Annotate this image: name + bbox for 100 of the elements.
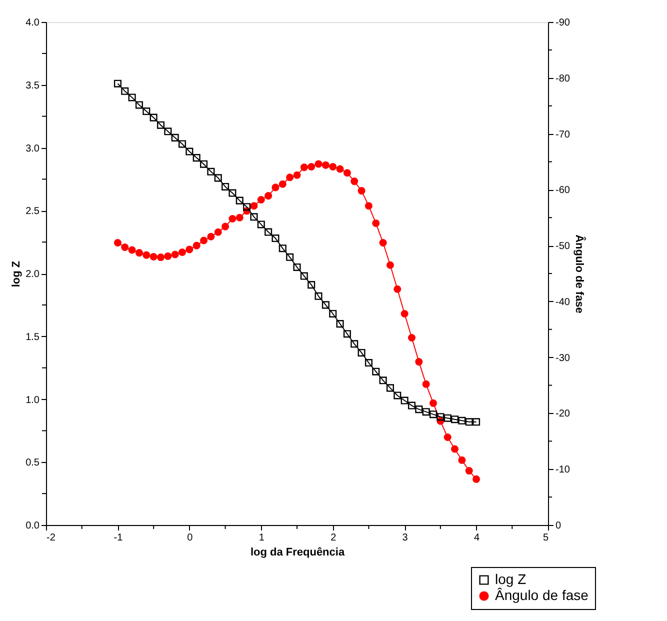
y-tick-label: 3.5 [26,80,40,92]
point [178,248,186,256]
y2-tick-label: -40 [556,296,570,308]
point [278,180,286,188]
x-tick-label: 4 [474,532,480,544]
point [156,121,165,129]
point [114,80,122,88]
point [228,214,236,222]
point [350,340,358,348]
y-tick-label: 2.5 [26,206,40,218]
point [422,380,430,388]
point [207,232,215,240]
y-tick-label: 3.0 [26,143,40,154]
point [394,392,402,400]
point [214,228,222,236]
y-tick-label: 4.0 [26,18,40,28]
point [121,87,129,95]
y2-tick-label: -80 [556,73,570,84]
x-tick-label: -2 [46,532,56,544]
point [178,140,186,148]
point [272,184,280,192]
point [386,384,394,392]
x-tick-label: 0 [187,532,194,544]
point [386,261,394,269]
y2-tick-label: 0 [556,520,562,532]
point [228,189,236,197]
point [236,214,244,222]
point [364,359,372,367]
legend-label: Ângulo de fase [495,587,589,603]
point [171,250,179,258]
y2-tick-label: -90 [556,18,570,28]
point [336,165,344,173]
point [458,456,466,464]
point [314,160,322,168]
point [300,272,308,280]
x-tick-label: -1 [114,532,124,544]
point [372,219,380,227]
point [286,253,294,261]
point [192,154,200,162]
point [322,301,330,309]
point [222,182,230,190]
point [358,348,366,356]
point [458,416,466,424]
point [300,164,308,172]
point [286,174,294,182]
y-tick-label: 0.0 [26,520,40,532]
point [336,320,344,328]
point [350,178,358,186]
point [207,168,215,176]
point [343,330,351,338]
point [472,475,480,483]
point [272,234,280,242]
point [322,161,330,169]
point [257,196,265,204]
y-tick-label: 0.5 [26,458,40,469]
y-axis-title: log Z [10,260,23,288]
point [372,368,380,376]
point [444,434,452,442]
x-tick-label: 1 [258,532,265,544]
y2-axis-title: Ângulo de fase [572,234,586,314]
y-tick-label: 1.0 [26,394,40,406]
point [135,101,143,109]
point [444,414,452,422]
point [465,467,473,475]
y2-tick-label: -70 [556,129,570,140]
point [264,228,272,236]
point [192,242,200,250]
x-tick-label: 2 [330,532,337,544]
point [150,252,158,260]
point [451,416,459,424]
point [314,292,322,300]
point [415,358,423,366]
point [200,236,208,244]
point [465,418,473,426]
point [293,171,301,179]
point [128,246,136,254]
point [472,418,480,426]
point [436,413,444,421]
point [156,254,165,262]
point [278,244,286,252]
point [257,220,265,228]
point [186,246,194,254]
x-tick-label: 3 [402,532,408,544]
point [135,249,143,257]
y2-tick-label: -50 [556,241,570,252]
point [186,148,194,156]
point [343,169,351,177]
point [429,410,438,418]
point [250,202,258,210]
point [415,406,423,414]
point [293,263,301,271]
point [379,239,387,247]
point [379,376,387,384]
point [214,174,222,182]
point [358,187,366,195]
point [394,285,402,293]
point [400,310,408,318]
point [329,162,337,171]
y2-tick-label: -10 [556,464,570,476]
point [142,108,150,116]
